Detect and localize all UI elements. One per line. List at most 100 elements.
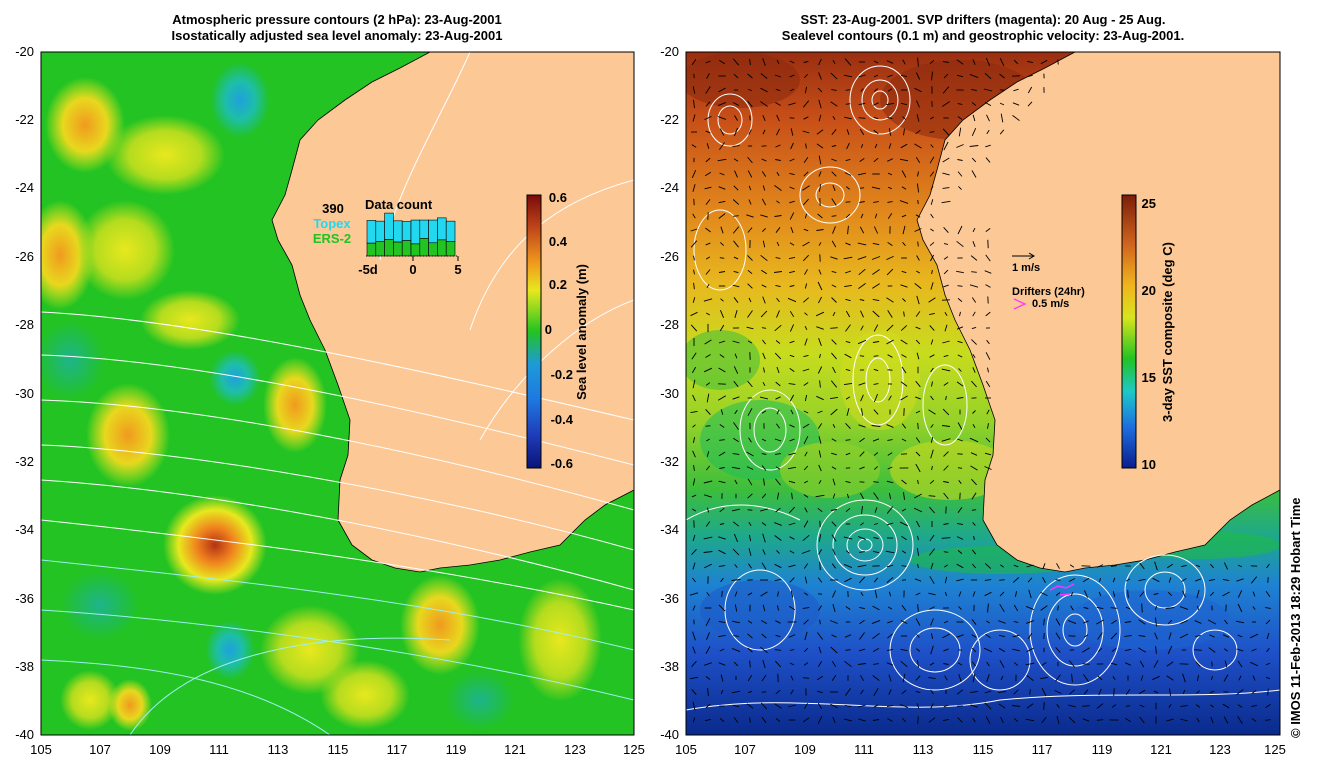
velocity-vector bbox=[832, 603, 836, 613]
velocity-vector bbox=[774, 522, 782, 526]
velocity-vector bbox=[1083, 689, 1089, 695]
velocity-vector bbox=[1250, 576, 1258, 584]
velocity-vector bbox=[983, 647, 993, 653]
velocity-vector bbox=[818, 549, 822, 555]
velocity-vector bbox=[746, 326, 754, 330]
velocity-vector bbox=[719, 128, 725, 136]
velocity-vector bbox=[970, 452, 978, 456]
velocity-vector bbox=[915, 648, 921, 652]
velocity-vector bbox=[1025, 620, 1035, 624]
velocity-vector bbox=[902, 59, 906, 65]
y-tick: -24 bbox=[15, 180, 34, 195]
velocity-vector bbox=[705, 60, 711, 64]
velocity-vector bbox=[971, 339, 977, 345]
data-count-inset: 390 Topex ERS-2 Data count -5d 0 5 bbox=[313, 197, 462, 277]
velocity-vector bbox=[1040, 605, 1048, 611]
velocity-vector bbox=[1055, 592, 1061, 596]
velocity-vector bbox=[733, 717, 739, 723]
velocity-vector bbox=[719, 310, 725, 318]
velocity-vector bbox=[917, 422, 919, 430]
velocity-vector bbox=[1166, 675, 1174, 681]
velocity-vector bbox=[930, 339, 934, 345]
velocity-vector bbox=[803, 619, 809, 625]
velocity-vector bbox=[720, 674, 724, 682]
velocity-vector bbox=[969, 284, 979, 288]
velocity-vector bbox=[1029, 689, 1031, 695]
velocity-vector bbox=[861, 506, 863, 514]
velocity-vector bbox=[1125, 578, 1131, 582]
velocity-vector bbox=[1097, 632, 1103, 640]
velocity-vector bbox=[957, 285, 963, 287]
velocity-vector bbox=[718, 186, 726, 190]
velocity-vector bbox=[972, 227, 976, 233]
velocity-vector bbox=[1167, 645, 1173, 655]
velocity-vector bbox=[705, 382, 711, 386]
velocity-vector bbox=[818, 646, 822, 654]
sla-cb-tick: 0.6 bbox=[549, 190, 567, 205]
velocity-vector bbox=[872, 605, 880, 611]
velocity-vector bbox=[1111, 619, 1117, 625]
velocity-vector bbox=[985, 633, 991, 639]
velocity-vector bbox=[1082, 577, 1090, 583]
velocity-vector bbox=[831, 158, 837, 162]
velocity-vector bbox=[930, 449, 934, 459]
velocity-vector bbox=[845, 213, 851, 219]
velocity-vector bbox=[873, 663, 879, 665]
velocity-vector bbox=[706, 73, 710, 79]
velocity-vector bbox=[1265, 591, 1271, 597]
velocity-vector bbox=[733, 297, 739, 303]
velocity-vector bbox=[888, 674, 892, 682]
velocity-vector bbox=[859, 632, 865, 640]
velocity-vector bbox=[998, 647, 1006, 653]
velocity-vector bbox=[969, 437, 979, 443]
velocity-vector bbox=[803, 480, 809, 484]
velocity-vector bbox=[733, 185, 739, 191]
velocity-vector bbox=[915, 156, 921, 164]
velocity-vector bbox=[705, 86, 711, 94]
velocity-vector bbox=[998, 703, 1006, 709]
velocity-vector bbox=[1014, 591, 1018, 597]
velocity-vector bbox=[985, 352, 991, 360]
velocity-vector bbox=[983, 88, 993, 92]
velocity-vector bbox=[899, 704, 909, 708]
topex-count-bar bbox=[401, 221, 412, 241]
velocity-vector bbox=[1112, 675, 1116, 681]
velocity-vector bbox=[930, 144, 934, 148]
velocity-vector bbox=[929, 479, 935, 485]
velocity-vector bbox=[789, 577, 795, 583]
svp-drifter-tracks bbox=[1049, 583, 1075, 596]
velocity-vector bbox=[831, 466, 837, 470]
velocity-vector bbox=[802, 677, 810, 679]
left-map-frame bbox=[40, 51, 635, 736]
velocity-vector bbox=[718, 59, 726, 65]
velocity-vector bbox=[984, 579, 992, 581]
velocity-vector bbox=[760, 73, 768, 79]
velocity-vector bbox=[985, 57, 991, 67]
velocity-vector bbox=[874, 213, 878, 219]
velocity-vector bbox=[747, 170, 753, 178]
y-tick: -38 bbox=[660, 659, 679, 674]
velocity-vector bbox=[844, 116, 852, 120]
topex-count-bar bbox=[437, 217, 447, 241]
velocity-vector bbox=[957, 550, 963, 554]
velocity-vector bbox=[944, 675, 948, 681]
y-tick: -40 bbox=[15, 727, 34, 742]
velocity-vector bbox=[956, 689, 964, 695]
velocity-vector bbox=[705, 354, 711, 358]
x-tick: 119 bbox=[446, 742, 467, 757]
velocity-vector bbox=[928, 495, 936, 497]
velocity-vector bbox=[761, 227, 767, 233]
velocity-vector bbox=[1043, 618, 1045, 626]
velocity-vector bbox=[718, 340, 726, 344]
velocity-vector bbox=[886, 480, 894, 484]
velocity-vector bbox=[788, 506, 796, 514]
velocity-vector bbox=[999, 579, 1005, 581]
x-tick: 123 bbox=[564, 742, 586, 757]
sla-cb-tick: -0.4 bbox=[551, 412, 574, 427]
velocity-vector bbox=[788, 634, 796, 638]
velocity-vector bbox=[692, 450, 696, 458]
velocity-vector bbox=[900, 620, 908, 624]
velocity-vector bbox=[872, 283, 880, 289]
velocity-vector bbox=[832, 185, 836, 191]
velocity-vector bbox=[984, 466, 992, 470]
